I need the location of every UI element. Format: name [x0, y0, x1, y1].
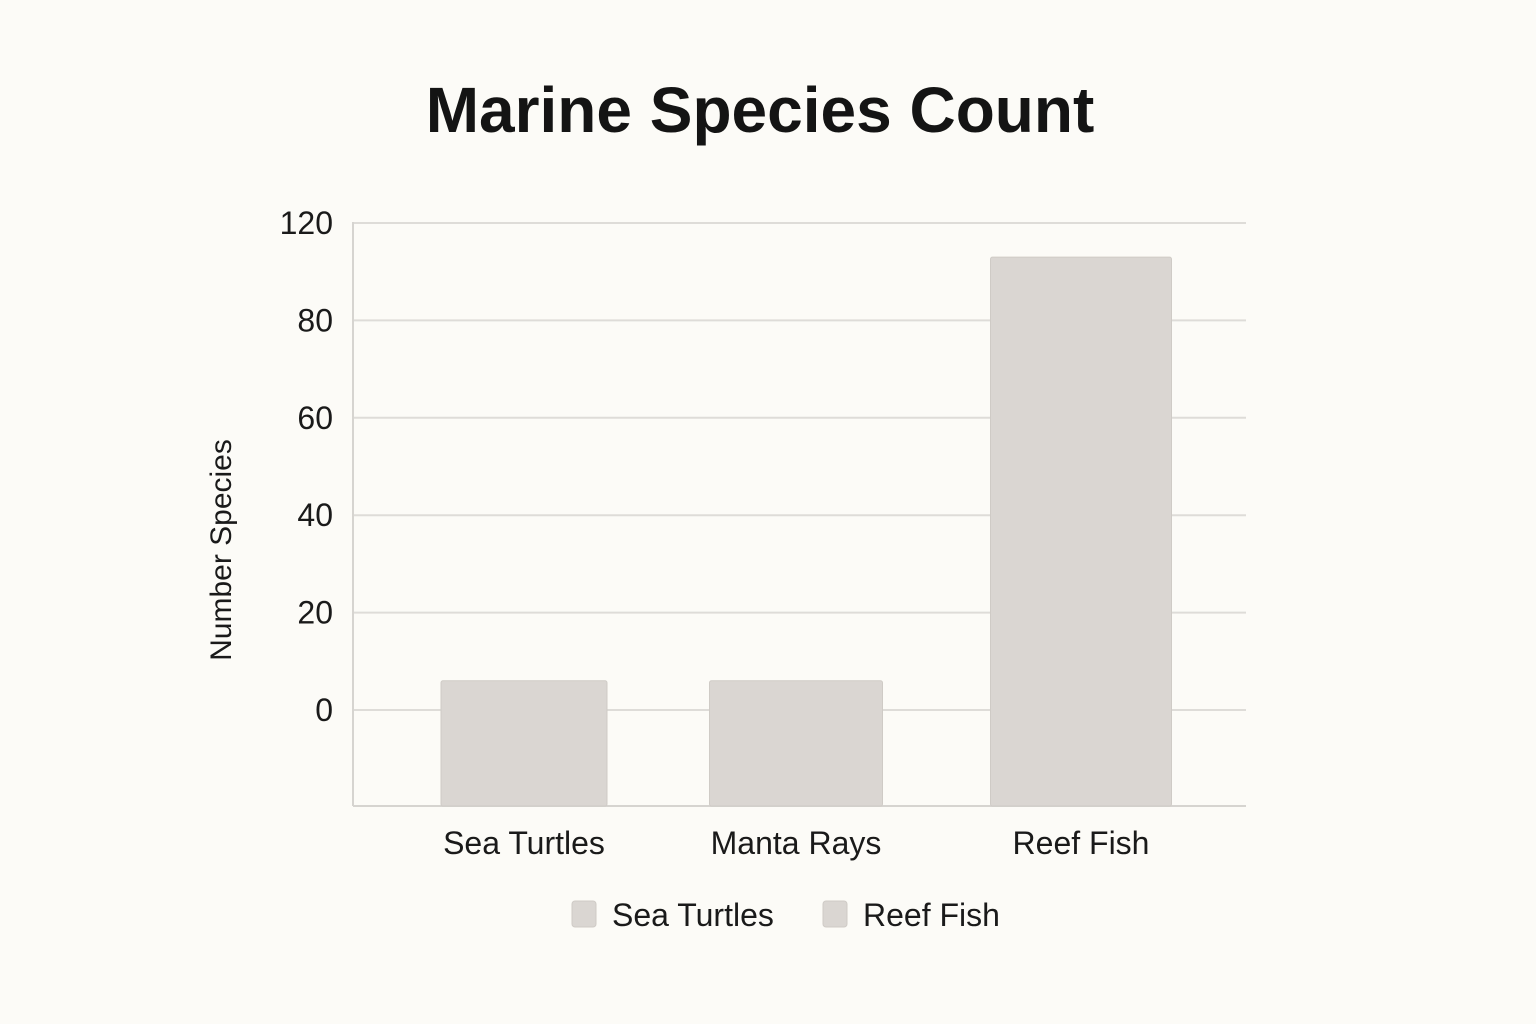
y-tick-label: 40 — [297, 497, 333, 533]
y-tick-label: 60 — [297, 400, 333, 436]
legend: Sea Turtles Reef Fish — [571, 897, 1000, 933]
legend-swatch — [571, 900, 597, 928]
y-tick-labels: 0 20 40 60 80 120 — [280, 205, 333, 728]
bar-reef-fish — [990, 256, 1172, 807]
legend-label: Reef Fish — [863, 897, 1000, 933]
bar-manta-rays — [709, 680, 883, 807]
legend-swatch — [822, 900, 848, 928]
x-tick-label: Reef Fish — [1013, 825, 1150, 861]
x-tick-labels: Sea Turtles Manta Rays Reef Fish — [443, 825, 1149, 861]
bars — [440, 256, 1172, 807]
y-tick-label: 20 — [297, 595, 333, 631]
chart-title: Marine Species Count — [426, 74, 1095, 146]
y-axis-label: Number Species — [205, 439, 238, 661]
x-tick-label: Manta Rays — [711, 825, 882, 861]
y-tick-label: 0 — [315, 692, 333, 728]
y-tick-label: 80 — [297, 302, 333, 338]
y-tick-label: 120 — [280, 205, 333, 241]
bar-sea-turtles — [440, 680, 608, 807]
x-tick-label: Sea Turtles — [443, 825, 605, 861]
legend-label: Sea Turtles — [612, 897, 774, 933]
